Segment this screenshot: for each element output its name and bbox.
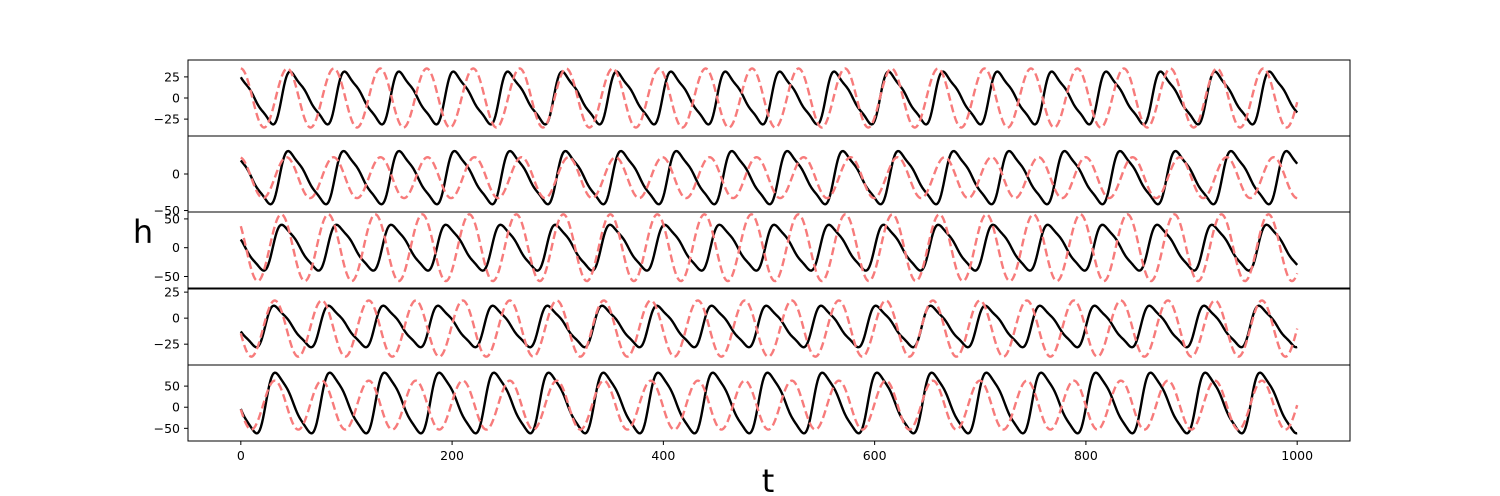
x-axis: 0 200 400 600 800 1000: [237, 441, 1313, 463]
xtick-label: 1000: [1281, 448, 1313, 463]
panel-5: −50 0 50: [154, 364, 1351, 442]
panel-5-ytick-label: −50: [154, 421, 180, 436]
panel-5-ytick-label: 50: [164, 379, 180, 394]
panel-4-ytick-label: 25: [164, 285, 180, 300]
panel-1-ytick-label: 25: [164, 69, 180, 84]
panel-3-dashed-series: [239, 213, 1299, 283]
panel-4-ytick-label: −25: [154, 337, 180, 352]
panel-5-ytick-label: 0: [172, 400, 180, 415]
panel-3-ytick-label: −50: [154, 269, 180, 284]
panel-3-ytick-label: 50: [164, 211, 180, 226]
panel-5-dashed-series: [239, 379, 1299, 431]
xtick-label: 800: [1074, 448, 1098, 463]
panel-1-ytick-label: 0: [172, 91, 180, 106]
xtick-label: 600: [863, 448, 887, 463]
panel-1-dashed-series: [240, 67, 1299, 129]
panel-5-frame: [187, 364, 1351, 442]
panel-4-ytick-label: 0: [172, 311, 180, 326]
panel-3-ytick-label: 0: [172, 240, 180, 255]
panel-2-dashed-series: [240, 155, 1298, 200]
panel-3-solid-series: [239, 223, 1299, 272]
x-axis-label: t: [762, 462, 775, 496]
panel-1-ytick-label: −25: [154, 112, 180, 127]
xtick-label: 400: [651, 448, 675, 463]
panel-1-solid-series: [239, 70, 1299, 126]
panel-4-dashed-series: [239, 299, 1299, 358]
panel-2-ytick-label: 0: [172, 167, 180, 182]
panel-5-solid-series: [239, 371, 1298, 435]
y-axis-label: h: [133, 213, 153, 251]
panel-3-frame: [187, 211, 1351, 289]
panel-2-ytick-label: −50: [154, 203, 180, 218]
xtick-label: 200: [440, 448, 464, 463]
xtick-label: 0: [237, 448, 245, 463]
panel-3: −50 0 50: [154, 211, 1351, 289]
panel-4-solid-series: [239, 304, 1298, 349]
